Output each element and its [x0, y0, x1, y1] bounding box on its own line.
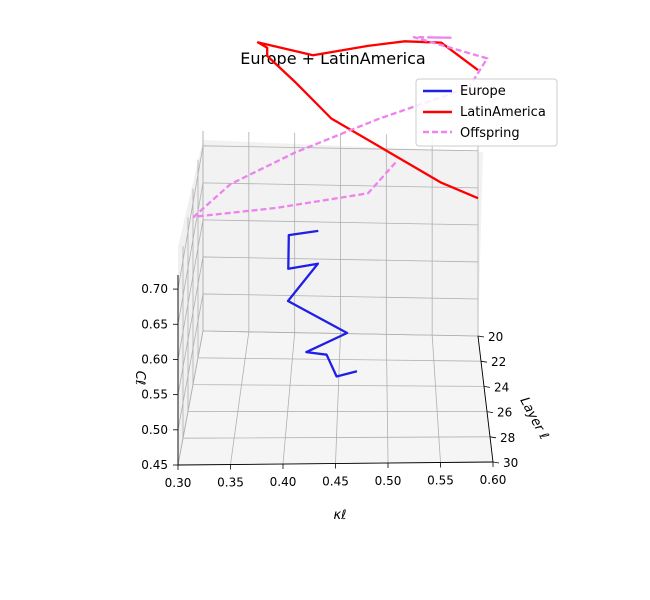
z-gridline	[177, 293, 479, 430]
z-tick-label: 0.70	[141, 282, 168, 296]
legend-box	[415, 78, 558, 147]
z-gridline	[177, 182, 479, 325]
x-tick-label: 0.60	[480, 473, 507, 487]
z-gridline	[177, 219, 479, 360]
x-tick-label: 0.55	[427, 474, 454, 488]
y-tick	[492, 461, 500, 464]
legend-label-offspring: Offspring	[460, 126, 520, 141]
y-tick-label: 20	[488, 330, 503, 344]
z-axis-label: Cℓ	[132, 371, 147, 385]
x-tick-label: 0.30	[165, 476, 192, 490]
grid-lines	[177, 131, 494, 466]
z-gridline	[177, 145, 479, 290]
tick-labels: 0.30 0.35 0.40 0.45 0.50 0.55 0.60 20 22 24 26 28 30…	[141, 282, 518, 490]
z-tick-label: 0.45	[141, 458, 168, 472]
z-tick-label: 0.50	[141, 423, 168, 437]
y-axis-line	[477, 335, 494, 463]
y-tick	[480, 360, 488, 363]
series-line-latinamerica	[256, 40, 479, 200]
series-lines	[192, 35, 489, 378]
y-tick-label: 26	[497, 406, 512, 420]
z-gridline	[177, 256, 479, 395]
legend-label-europe: Europe	[460, 84, 506, 99]
floor-pane	[178, 331, 493, 465]
z-tick-label: 0.65	[141, 317, 168, 331]
y-tick-label: 30	[503, 456, 518, 470]
y-tick-label: 24	[494, 380, 509, 394]
y-tick	[489, 436, 497, 439]
y-tick	[483, 386, 491, 388]
legend: Europe LatinAmerica Offspring	[415, 78, 558, 147]
y-tick-label: 22	[491, 355, 506, 369]
y-tick	[477, 335, 485, 338]
z-gridline	[177, 330, 479, 466]
series-line-europe	[286, 229, 358, 378]
y-axis-label: Layer ℓ	[516, 395, 551, 442]
x-tick-label: 0.45	[322, 475, 349, 489]
x-axis-label: κℓ	[333, 508, 346, 523]
x-tick-label: 0.50	[375, 474, 402, 488]
z-tick-label: 0.55	[141, 388, 168, 402]
chart-title: Europe + LatinAmerica	[240, 49, 425, 68]
left-pane	[178, 140, 203, 465]
series-line-offspring	[192, 35, 489, 218]
y-tick	[486, 411, 494, 413]
legend-label-latinamerica: LatinAmerica	[460, 105, 546, 120]
x-tick-label: 0.40	[270, 475, 297, 489]
z-tick-label: 0.60	[141, 352, 168, 366]
y-tick-label: 28	[500, 431, 515, 445]
x-tick-label: 0.35	[217, 476, 244, 490]
back-pane	[203, 140, 483, 336]
